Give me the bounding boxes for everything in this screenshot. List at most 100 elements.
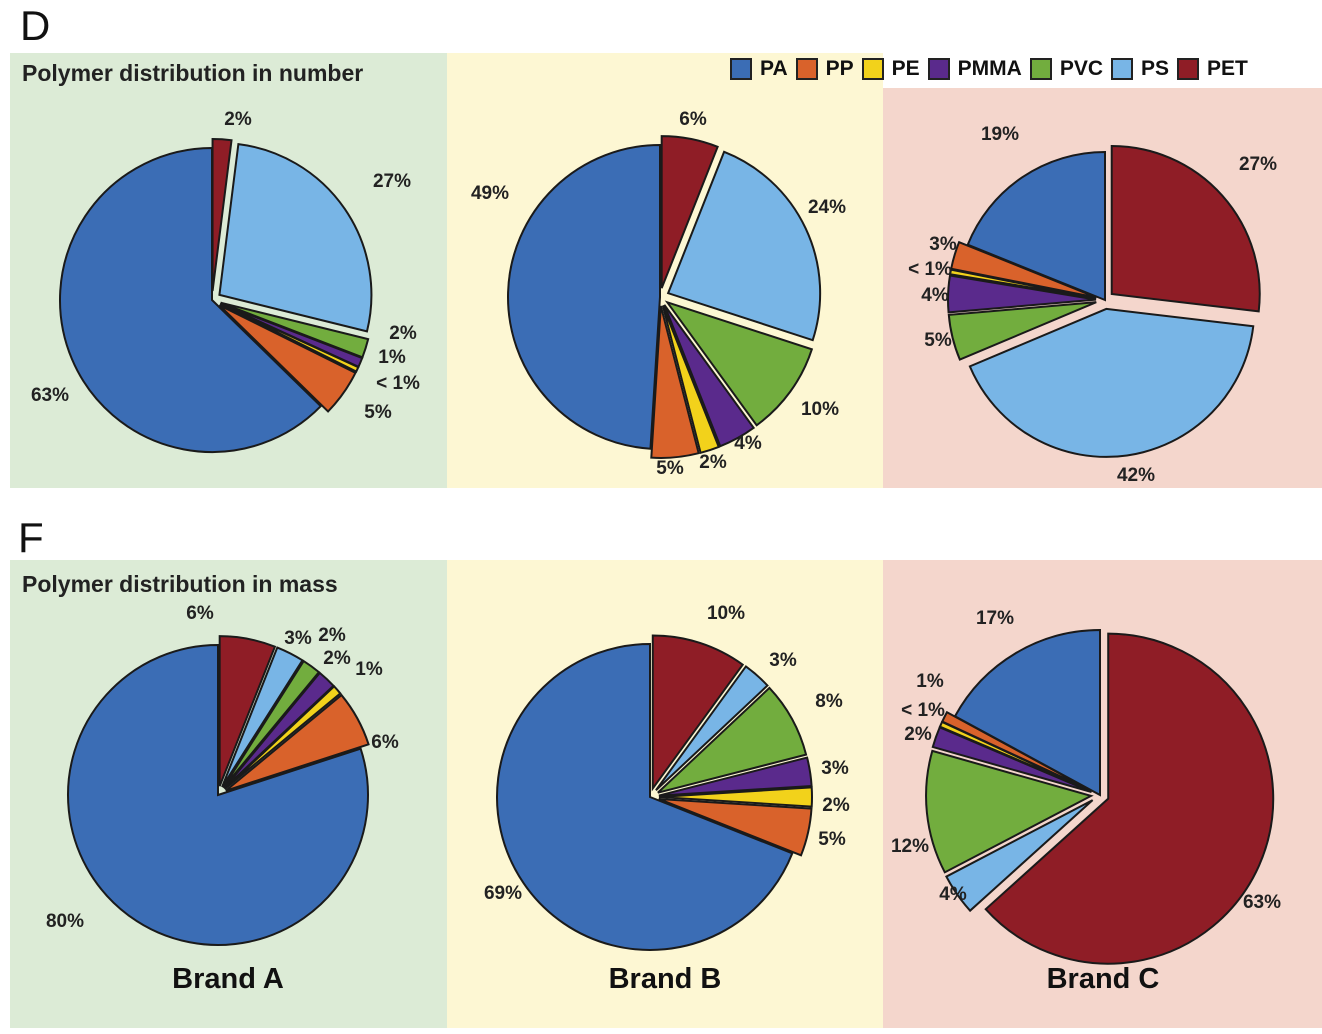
legend-item-pe: PE [861, 57, 920, 81]
slice-pvc [947, 301, 1097, 361]
slice-ps [655, 665, 769, 791]
slice-pmma [663, 304, 756, 448]
slice-label-ps: 42% [1117, 465, 1155, 486]
slice-label-ps: 24% [808, 197, 846, 218]
slice-label-ps: 3% [284, 628, 312, 649]
slice-label-pa: 80% [46, 911, 84, 932]
legend-swatch-pp [795, 58, 818, 80]
slice-pet [1110, 145, 1261, 313]
slice-pa [966, 150, 1106, 302]
slice-pvc [657, 686, 808, 794]
slice-label-pa: 49% [471, 183, 509, 204]
slice-label-pp: 1% [916, 671, 944, 692]
slice-pp [650, 305, 700, 459]
slice-pa [496, 642, 794, 951]
brand-b-label: Brand B [608, 963, 722, 995]
slice-label-pvc: 8% [815, 691, 843, 712]
legend-item-pvc: PVC [1029, 57, 1104, 81]
slice-label-pmma: 4% [921, 285, 949, 306]
legend-label: PE [891, 57, 920, 80]
slice-label-ps: 3% [769, 650, 797, 671]
slice-pet [218, 635, 277, 787]
slice-pp [950, 240, 1097, 299]
slice-label-pet: 6% [186, 603, 214, 624]
pie-number-brand-b: 6% 24% 10% 4% 2% 5% 49% [471, 109, 846, 479]
pie-mass-brand-b: 10% 3% 8% 3% 2% 5% 69% [484, 603, 850, 951]
panel-letter-f: F [18, 514, 44, 561]
slice-label-ps: 4% [939, 884, 967, 905]
pie-number-brand-c: 27% 42% 5% 4% < 1% 3% 19% [908, 124, 1277, 486]
slice-pp [218, 304, 357, 413]
slice-pa [67, 643, 369, 946]
title-mass: Polymer distribution in mass [22, 571, 338, 597]
slice-label-pvc: 10% [801, 399, 839, 420]
slice-label-pet: 27% [1239, 154, 1277, 175]
slice-label-pmma: 1% [378, 347, 406, 368]
panel-letter-d: D [20, 2, 51, 49]
legend-swatch-pet [1177, 58, 1200, 80]
legend-swatch-pe [861, 58, 884, 80]
slice-label-pa: 17% [976, 608, 1014, 629]
brand-c-label: Brand C [1046, 963, 1160, 995]
slice-label-pe: 1% [355, 659, 383, 680]
legend-swatch-ps [1111, 58, 1134, 80]
legend-item-pmma: PMMA [927, 57, 1022, 81]
slice-label-pvc: 2% [389, 323, 417, 344]
legend: PA PP PE PMMA PVC PS PET [730, 57, 1256, 81]
pie-number-brand-a: 2% 27% 2% 1% < 1% 5% 63% [31, 109, 420, 453]
slice-pet [984, 632, 1275, 965]
slice-pp [225, 693, 370, 792]
legend-swatch-pvc [1029, 58, 1052, 80]
slice-label-pp: 5% [818, 829, 846, 850]
slice-label-pe: < 1% [376, 373, 420, 394]
slice-ps [221, 646, 304, 788]
legend-item-pa: PA [730, 57, 788, 81]
slice-label-pe: < 1% [901, 700, 945, 721]
slice-label-pet: 6% [679, 109, 707, 130]
legend-swatch-pa [730, 58, 752, 80]
legend-label: PA [760, 57, 788, 80]
slice-pmma [947, 274, 1097, 314]
slice-pa [59, 146, 323, 453]
slice-ps [968, 307, 1255, 458]
slice-pe [224, 684, 342, 790]
title-number: Polymer distribution in number [22, 60, 364, 86]
slice-label-pmma: 2% [904, 724, 932, 745]
pie-mass-brand-c: 63% 4% 12% 2% < 1% 1% 17% [891, 608, 1281, 965]
slice-label-ps: 27% [373, 171, 411, 192]
slice-pet [651, 634, 745, 792]
slice-label-pe: < 1% [908, 259, 952, 280]
slice-pvc [664, 300, 814, 427]
legend-swatch-pmma [927, 58, 950, 80]
slice-label-pp: 3% [929, 234, 957, 255]
slice-pa [953, 628, 1101, 797]
slice-label-pa: 19% [981, 124, 1019, 145]
slice-label-pet: 2% [224, 109, 252, 130]
pie-mass-brand-a: 6%3% 2%2%1%6%80% [46, 603, 399, 946]
legend-label: PVC [1059, 57, 1104, 80]
slice-label-pp: 5% [364, 402, 392, 423]
brand-a-label: Brand A [172, 963, 284, 995]
slice-pp [658, 797, 813, 857]
slice-label-pe: 2% [822, 795, 850, 816]
legend-label: PS [1141, 57, 1170, 80]
slice-pet [660, 135, 719, 289]
slice-pet [211, 138, 233, 292]
slice-ps [218, 142, 373, 333]
slice-label-pp: 6% [371, 732, 399, 753]
slice-label-pet: 63% [1243, 892, 1281, 913]
slice-pa [507, 143, 661, 450]
slice-pvc [222, 659, 321, 789]
slice-pe [219, 302, 360, 373]
slice-ps [945, 799, 1094, 913]
slice-pe [658, 786, 813, 808]
slice-label-pmma: 2% [323, 648, 351, 669]
legend-item-pp: PP [795, 57, 854, 81]
slice-label-pet: 10% [707, 603, 745, 624]
slice-pe [661, 305, 721, 455]
slice-pvc [925, 749, 1094, 874]
legend-item-pet: PET [1177, 57, 1248, 81]
slice-label-pa: 63% [31, 385, 69, 406]
slice-pmma [658, 756, 813, 797]
